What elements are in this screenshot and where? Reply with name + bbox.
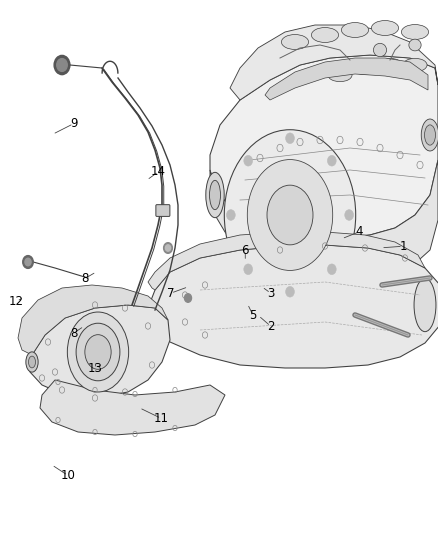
Circle shape <box>286 133 294 143</box>
Circle shape <box>286 286 294 297</box>
Polygon shape <box>230 25 438 100</box>
Ellipse shape <box>374 43 387 56</box>
Polygon shape <box>28 305 170 398</box>
Ellipse shape <box>328 68 352 82</box>
Polygon shape <box>148 245 438 368</box>
Circle shape <box>244 156 253 166</box>
Polygon shape <box>210 55 438 238</box>
Ellipse shape <box>311 28 339 43</box>
Ellipse shape <box>267 185 313 245</box>
Circle shape <box>226 209 235 220</box>
Circle shape <box>328 264 336 274</box>
Ellipse shape <box>414 278 436 332</box>
Circle shape <box>23 256 33 269</box>
Ellipse shape <box>209 180 220 209</box>
Text: 9: 9 <box>70 117 78 130</box>
Ellipse shape <box>401 25 428 39</box>
Circle shape <box>54 55 70 75</box>
Ellipse shape <box>403 58 427 71</box>
FancyBboxPatch shape <box>156 205 170 216</box>
Ellipse shape <box>26 352 38 372</box>
Text: 3: 3 <box>267 287 274 300</box>
Text: 11: 11 <box>154 412 169 425</box>
Ellipse shape <box>353 61 377 75</box>
Ellipse shape <box>378 58 402 71</box>
Text: 14: 14 <box>151 165 166 178</box>
Text: 8: 8 <box>82 272 89 285</box>
Ellipse shape <box>28 356 35 368</box>
Text: 12: 12 <box>9 295 24 308</box>
Ellipse shape <box>342 22 369 37</box>
Ellipse shape <box>206 172 224 217</box>
Circle shape <box>184 294 191 302</box>
Ellipse shape <box>282 35 309 50</box>
Text: 1: 1 <box>399 240 407 253</box>
Text: 4: 4 <box>355 225 363 238</box>
Text: 7: 7 <box>167 287 175 300</box>
Polygon shape <box>148 232 425 290</box>
Circle shape <box>345 209 353 220</box>
Polygon shape <box>18 285 168 355</box>
Ellipse shape <box>371 21 399 36</box>
Ellipse shape <box>409 39 421 51</box>
Text: 13: 13 <box>88 362 103 375</box>
Ellipse shape <box>67 312 129 392</box>
Ellipse shape <box>224 130 356 300</box>
Polygon shape <box>265 58 428 100</box>
Text: 5: 5 <box>250 309 257 322</box>
Ellipse shape <box>85 335 111 369</box>
Circle shape <box>57 59 67 71</box>
Ellipse shape <box>424 125 435 145</box>
Circle shape <box>164 243 173 253</box>
Text: 2: 2 <box>267 320 275 333</box>
Text: 8: 8 <box>70 327 77 340</box>
Ellipse shape <box>247 159 333 270</box>
Circle shape <box>25 259 31 266</box>
Ellipse shape <box>76 323 120 381</box>
Polygon shape <box>210 160 438 282</box>
Text: 6: 6 <box>241 244 249 257</box>
Ellipse shape <box>421 119 438 151</box>
Circle shape <box>328 156 336 166</box>
Circle shape <box>166 245 171 251</box>
Circle shape <box>244 264 253 274</box>
Polygon shape <box>40 380 225 435</box>
Text: 10: 10 <box>60 469 75 482</box>
